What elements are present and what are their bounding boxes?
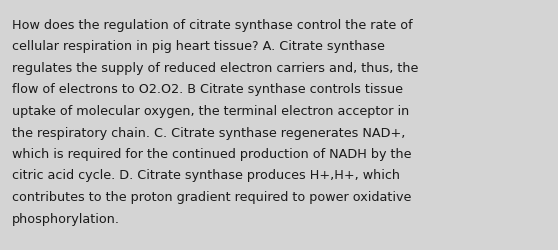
- Text: regulates the supply of reduced electron carriers and, thus, the: regulates the supply of reduced electron…: [12, 62, 418, 75]
- Text: contributes to the proton gradient required to power oxidative: contributes to the proton gradient requi…: [12, 190, 411, 203]
- Text: which is required for the continued production of NADH by the: which is required for the continued prod…: [12, 148, 411, 160]
- Text: uptake of molecular oxygen, the terminal electron acceptor in: uptake of molecular oxygen, the terminal…: [12, 104, 409, 118]
- Text: How does the regulation of citrate synthase control the rate of: How does the regulation of citrate synth…: [12, 19, 412, 32]
- Text: flow of electrons to O2.O2. B Citrate synthase controls tissue: flow of electrons to O2.O2. B Citrate sy…: [12, 83, 403, 96]
- Text: citric acid cycle. D. Citrate synthase produces H+,H+, which: citric acid cycle. D. Citrate synthase p…: [12, 169, 400, 182]
- Text: cellular respiration in pig heart tissue? A. Citrate synthase: cellular respiration in pig heart tissue…: [12, 40, 385, 53]
- Text: phosphorylation.: phosphorylation.: [12, 212, 120, 224]
- Text: the respiratory chain. C. Citrate synthase regenerates NAD+,: the respiratory chain. C. Citrate syntha…: [12, 126, 405, 139]
